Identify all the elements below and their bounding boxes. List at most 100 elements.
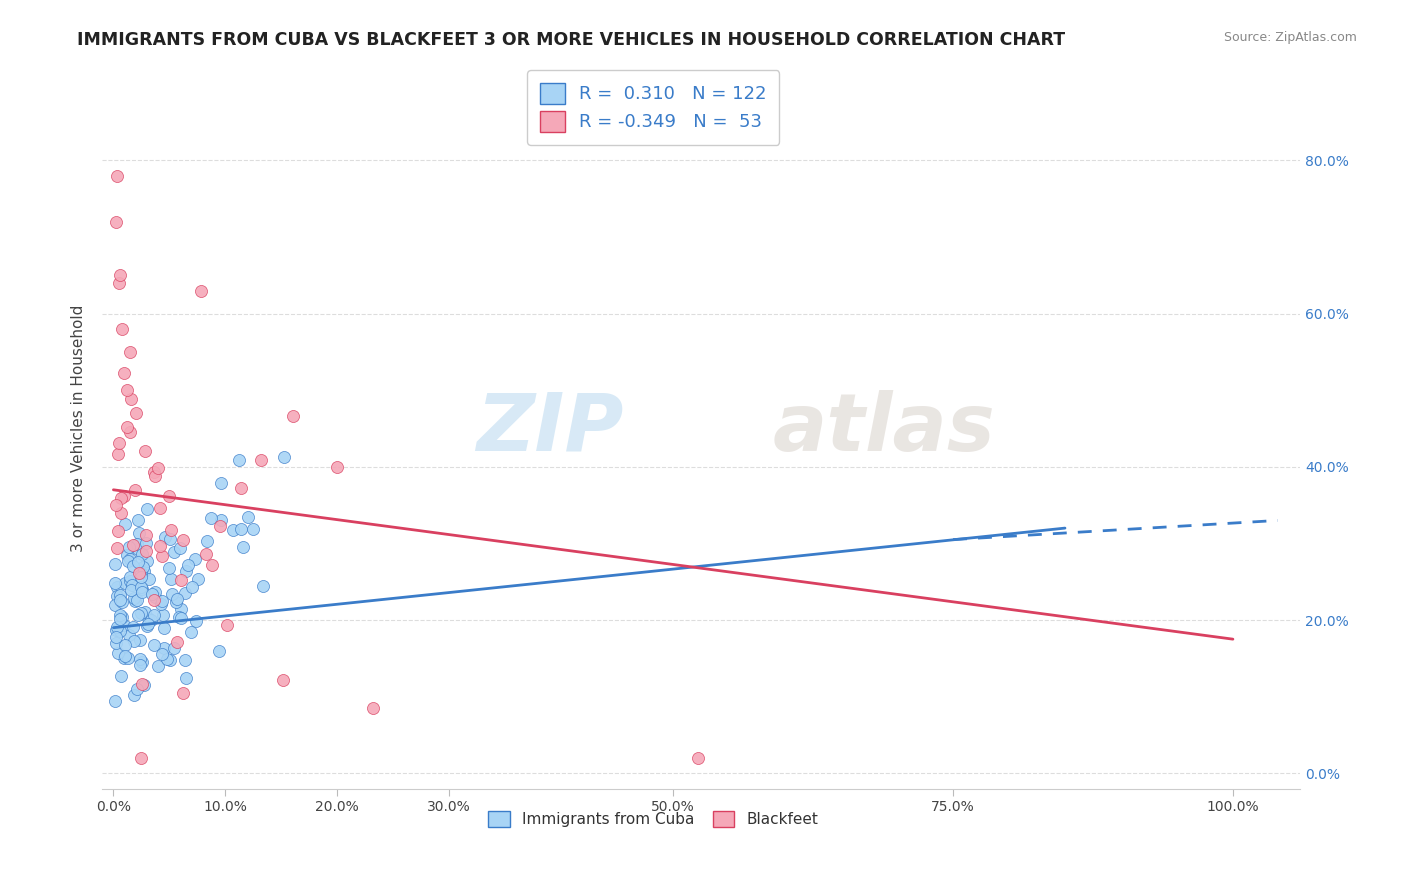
Point (129, 657, 152, 672)
Point (112, 367, 135, 381)
Point (129, 566, 152, 580)
Point (179, 625, 201, 640)
Point (150, 594, 173, 608)
Point (229, 522, 252, 536)
Point (129, 580, 152, 594)
Point (135, 536, 157, 550)
Point (110, 669, 132, 683)
Point (135, 528, 157, 542)
Point (153, 640, 176, 655)
Point (104, 636, 127, 650)
Point (136, 617, 159, 632)
Point (143, 607, 166, 622)
Point (124, 594, 146, 608)
Point (184, 614, 207, 628)
Point (172, 533, 194, 547)
Point (173, 586, 195, 600)
Text: ZIP: ZIP (475, 390, 623, 467)
Point (120, 574, 142, 588)
Point (141, 613, 163, 627)
Point (127, 681, 149, 696)
Point (118, 540, 141, 554)
Point (118, 425, 141, 439)
Point (134, 564, 156, 578)
Point (134, 444, 156, 458)
Point (142, 638, 165, 652)
Point (134, 605, 156, 619)
Point (169, 541, 191, 555)
Text: IMMIGRANTS FROM CUBA VS BLACKFEET 3 OR MORE VEHICLES IN HOUSEHOLD CORRELATION CH: IMMIGRANTS FROM CUBA VS BLACKFEET 3 OR M… (77, 31, 1066, 49)
Point (176, 565, 198, 579)
Point (222, 523, 245, 537)
Point (114, 648, 136, 663)
Point (135, 543, 157, 558)
Point (228, 453, 250, 467)
Point (104, 631, 127, 645)
Point (152, 621, 174, 635)
Point (208, 644, 231, 658)
Point (112, 489, 135, 503)
Point (190, 284, 212, 298)
Point (150, 648, 173, 662)
Point (117, 554, 139, 568)
Y-axis label: 3 or more Vehicles in Household: 3 or more Vehicles in Household (72, 305, 86, 552)
Point (132, 560, 155, 574)
Point (107, 647, 129, 661)
Point (174, 671, 197, 685)
Point (108, 624, 131, 639)
Point (117, 549, 139, 563)
Point (103, 558, 125, 572)
Point (112, 618, 135, 632)
Point (118, 551, 141, 566)
Point (108, 612, 131, 626)
Point (209, 513, 232, 527)
Point (141, 587, 163, 601)
Point (170, 611, 193, 625)
Point (361, 700, 384, 714)
Point (122, 688, 145, 702)
Point (172, 686, 194, 700)
Point (143, 584, 166, 599)
Point (157, 561, 180, 575)
Point (104, 694, 127, 708)
Point (129, 606, 152, 620)
Point (231, 481, 253, 495)
Point (107, 447, 129, 461)
Point (153, 530, 176, 544)
Point (103, 598, 125, 612)
Point (114, 516, 136, 531)
Point (105, 169, 128, 183)
Point (118, 569, 141, 583)
Point (107, 524, 129, 538)
Point (105, 624, 128, 638)
Point (163, 545, 186, 559)
Point (160, 572, 183, 586)
Point (125, 406, 148, 420)
Point (159, 489, 181, 503)
Point (129, 632, 152, 647)
Point (271, 673, 294, 687)
Point (150, 549, 173, 563)
Point (166, 635, 188, 649)
Point (122, 558, 145, 573)
Point (108, 588, 131, 602)
Point (108, 607, 131, 622)
Point (143, 591, 166, 605)
Point (122, 538, 145, 552)
Point (110, 506, 132, 520)
Point (208, 518, 231, 533)
Point (249, 453, 271, 467)
Point (242, 522, 264, 536)
Point (166, 591, 188, 606)
Point (200, 511, 222, 525)
Point (120, 345, 142, 359)
Point (135, 619, 157, 633)
Point (131, 582, 153, 597)
Point (120, 392, 142, 406)
Point (128, 525, 150, 540)
Point (167, 610, 190, 624)
Point (143, 593, 166, 607)
Point (131, 655, 153, 669)
Point (146, 460, 169, 475)
Point (283, 409, 305, 423)
